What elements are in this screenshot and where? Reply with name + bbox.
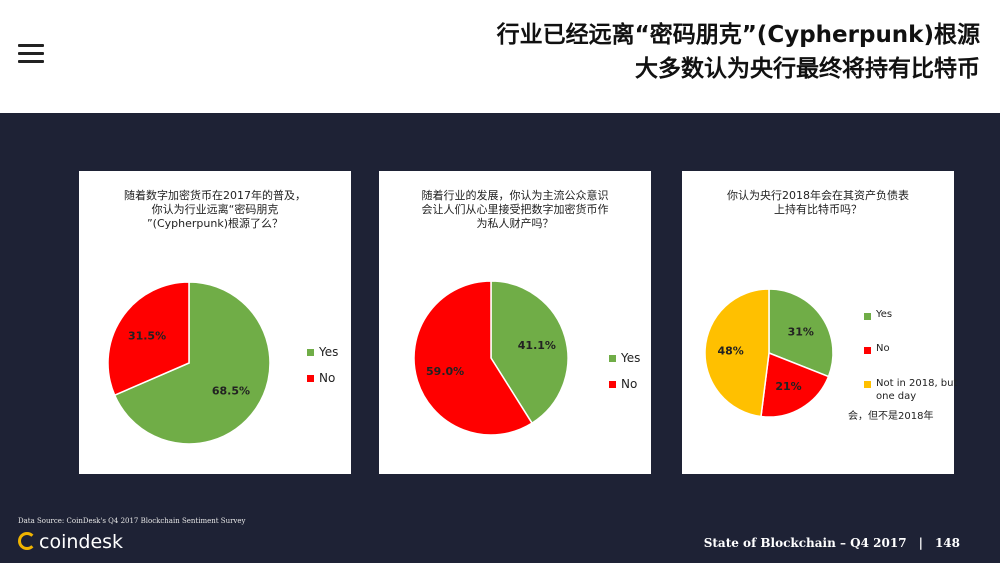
data-label-no: 21%	[775, 380, 801, 393]
legend-swatch-yes	[307, 349, 314, 356]
footer-separator: |	[918, 536, 923, 550]
legend-label: Yes	[876, 309, 893, 320]
data-source: Data Source: CoinDesk's Q4 2017 Blockcha…	[18, 517, 246, 525]
chart-panel-2: 随着行业的发展，你认为主流公众意识 会让人们从心里接受把数字加密货币作 为私人财…	[379, 171, 651, 474]
legend-swatch-yes	[609, 355, 616, 362]
title-line-2: 大多数认为央行最终将持有比特币	[635, 56, 980, 82]
pie-slice-no	[413, 280, 534, 436]
coindesk-logo: coindesk	[18, 531, 123, 553]
slide-footer: State of Blockchain – Q4 2017 | 148	[704, 536, 960, 550]
legend-label: No	[876, 343, 890, 354]
title-line-1: 行业已经远离“密码朋克”(Cypherpunk)根源	[496, 22, 980, 48]
pie-slice-no	[107, 281, 190, 397]
chart-panel-3: 你认为央行2018年会在其资产负债表 上持有比特币吗？ 31% 21% 48% Ye…	[682, 171, 957, 474]
legend-swatch-other	[864, 381, 871, 388]
legend-swatch-no	[307, 375, 314, 382]
chart-2-question: 随着行业的发展，你认为主流公众意识 会让人们从心里接受把数字加密货币作 为私人财…	[421, 189, 609, 230]
page-number: 148	[934, 536, 960, 550]
legend-label: Yes	[621, 351, 641, 365]
legend-label: Yes	[319, 345, 339, 359]
legend-note: 会，但不是2018年	[848, 411, 934, 422]
data-label-no: 31.5%	[128, 329, 166, 342]
pie-slice-not-in-2018-but-one-day	[704, 288, 770, 418]
brand-name: coindesk	[39, 531, 124, 553]
pie-chart-1: 68.5% 31.5%	[107, 281, 271, 445]
pie-slice-yes	[768, 288, 834, 378]
chart-3-question: 你认为央行2018年会在其资产负债表 上持有比特币吗？	[727, 189, 909, 216]
pie-chart-2: 41.1% 59.0%	[413, 280, 569, 436]
data-label-no: 59.0%	[426, 365, 464, 378]
legend-label: Not in 2018, but one day	[876, 378, 958, 402]
data-label-yes: 41.1%	[518, 339, 556, 352]
menu-icon[interactable]	[18, 44, 44, 64]
pie-slice-yes	[113, 281, 271, 445]
data-label-yes: 68.5%	[212, 385, 250, 398]
chart-panel-1: 随着数字加密货币在2017年的普及， 你认为行业远离“密码朋克 ”(Cypher…	[79, 171, 351, 474]
data-label-not-in-2018-but-one-day: 48%	[718, 345, 744, 358]
chart-1-question: 随着数字加密货币在2017年的普及， 你认为行业远离“密码朋克 ”(Cypher…	[124, 189, 306, 230]
legend-swatch-no	[609, 381, 616, 388]
footer-text: State of Blockchain – Q4 2017	[703, 536, 907, 550]
legend-label: No	[621, 377, 638, 391]
pie-slice-no	[760, 351, 830, 418]
pie-chart-3: 31% 21% 48%	[704, 288, 834, 418]
slide-header: 行业已经远离“密码朋克”(Cypherpunk)根源 大多数认为央行最终将持有比…	[0, 0, 1000, 113]
legend-swatch-no	[864, 347, 871, 354]
slide-title: 行业已经远离“密码朋克”(Cypherpunk)根源 大多数认为央行最终将持有比…	[497, 18, 980, 86]
coindesk-icon	[18, 532, 36, 550]
data-label-yes: 31%	[788, 325, 814, 338]
legend-label: No	[319, 371, 336, 385]
legend-swatch-yes	[864, 313, 871, 320]
